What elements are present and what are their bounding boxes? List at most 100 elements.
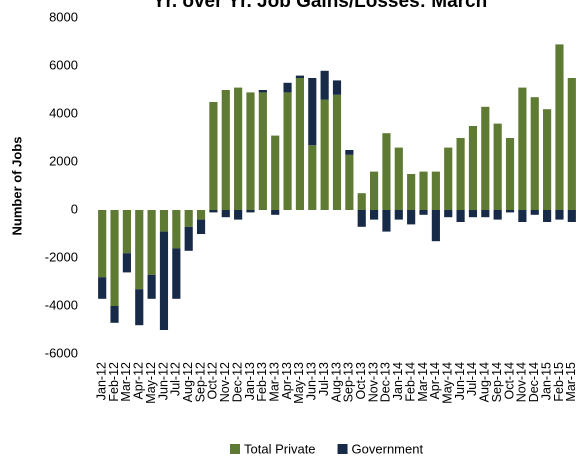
bar-segment <box>394 147 403 210</box>
x-tick-label: Jul-12 <box>169 362 183 396</box>
x-tick-label: Apr-14 <box>428 362 442 400</box>
y-tick-label: -4000 <box>45 297 78 312</box>
bar-segment <box>135 289 144 326</box>
x-tick-label: Jun-14 <box>453 362 467 400</box>
x-tick-label: Sep-14 <box>490 362 504 402</box>
bar-segment <box>444 147 453 210</box>
x-tick-label: Dec-14 <box>527 362 541 402</box>
x-tick-label: Jul-14 <box>465 362 479 396</box>
x-tick-label: Nov-14 <box>515 362 529 402</box>
bar-segment <box>419 171 428 210</box>
bar-segment <box>382 133 391 210</box>
bar-segment <box>159 210 169 232</box>
bar-segment <box>271 210 280 215</box>
x-tick-label: Mar-13 <box>268 362 282 402</box>
bar-segment <box>555 210 564 220</box>
x-tick-label: May-13 <box>292 362 306 404</box>
bar-segment <box>505 210 515 213</box>
x-tick-label: Dec-12 <box>230 362 244 402</box>
bar-segment <box>456 210 465 222</box>
bar-segment <box>493 210 502 220</box>
bar-segment <box>320 70 329 100</box>
bar-segment <box>369 210 379 220</box>
bar-segment <box>98 210 107 278</box>
bar-segment <box>283 92 292 210</box>
x-tick-label: Aug-14 <box>478 362 492 402</box>
bar-segment <box>444 210 453 218</box>
x-tick-label: Jun-12 <box>156 362 170 400</box>
bar-segment <box>122 253 131 273</box>
bar-segment <box>308 145 317 210</box>
y-tick-label: -2000 <box>45 249 78 264</box>
bar-segment <box>345 154 354 210</box>
bar-segment <box>147 274 156 299</box>
bar-segment <box>295 78 305 210</box>
bar-segment <box>209 210 218 213</box>
x-tick-label: Sep-13 <box>342 362 356 402</box>
bar-segment <box>555 44 564 211</box>
bar-segment <box>567 210 576 222</box>
x-tick-label: Jul-13 <box>317 362 331 396</box>
bar-segment <box>110 210 119 306</box>
bar-segment <box>295 75 305 78</box>
bar-segment <box>122 210 131 254</box>
bar-segment <box>407 174 416 210</box>
legend-label: Government <box>352 441 424 456</box>
bar-segment <box>567 78 576 210</box>
x-tick-label: Feb-15 <box>552 362 566 402</box>
y-axis-title: Number of Jobs <box>9 137 24 236</box>
bar-segment <box>481 106 490 210</box>
bar-segment <box>110 306 119 323</box>
legend-swatch <box>337 444 348 454</box>
bar-segment <box>394 210 403 220</box>
x-tick-label: Jan-12 <box>94 362 108 400</box>
bar-segment <box>543 210 552 222</box>
bar-segment <box>184 210 193 227</box>
bar-segment <box>518 210 527 222</box>
bar-segment <box>172 248 181 299</box>
bar-segment <box>246 92 255 210</box>
bar-segment <box>505 138 515 210</box>
x-tick-label: Mar-12 <box>119 362 133 402</box>
bar-segment <box>419 210 428 215</box>
x-tick-label: Oct-14 <box>502 362 516 400</box>
chart-title: Yr. over Yr. Job Gains/Losses: March <box>153 0 487 12</box>
bar-segment <box>431 171 440 210</box>
x-tick-label: Sep-12 <box>193 362 207 402</box>
bar-segment <box>283 82 292 93</box>
bar-segment <box>369 171 379 210</box>
bar-segment <box>172 210 181 249</box>
bar-segment <box>530 97 539 210</box>
bar-segment <box>357 193 366 210</box>
x-tick-label: Mar-15 <box>564 362 578 402</box>
bar-segment <box>271 135 280 210</box>
x-tick-label: Dec-13 <box>379 362 393 402</box>
bar-segment <box>345 150 354 155</box>
x-tick-label: Nov-12 <box>218 362 232 402</box>
bar-segment <box>332 80 342 95</box>
legend-swatch <box>230 444 240 454</box>
bar-segment <box>98 277 107 299</box>
x-tick-label: May-12 <box>144 362 158 404</box>
bar-segment <box>493 123 502 210</box>
bar-segment <box>407 210 416 225</box>
bar-segment <box>456 138 465 210</box>
x-tick-label: Aug-12 <box>181 362 195 402</box>
x-tick-label: Feb-14 <box>403 362 417 402</box>
bar-segment <box>234 87 243 210</box>
x-tick-label: Apr-13 <box>280 362 294 400</box>
bar-segment <box>468 210 478 218</box>
bar-segment <box>221 210 230 218</box>
x-tick-label: Jun-13 <box>305 362 319 400</box>
y-tick-label: 6000 <box>49 57 78 72</box>
bar-segment <box>332 94 342 210</box>
bar-segment <box>184 226 193 251</box>
bar-segment <box>258 90 267 93</box>
bar-segment <box>308 78 317 146</box>
bar-segment <box>246 210 255 213</box>
x-tick-label: Jan-15 <box>539 362 553 400</box>
legend-label: Total Private <box>244 441 316 456</box>
x-tick-label: Feb-12 <box>107 362 121 402</box>
bar-segment <box>196 219 206 234</box>
x-tick-label: May-14 <box>441 362 455 404</box>
